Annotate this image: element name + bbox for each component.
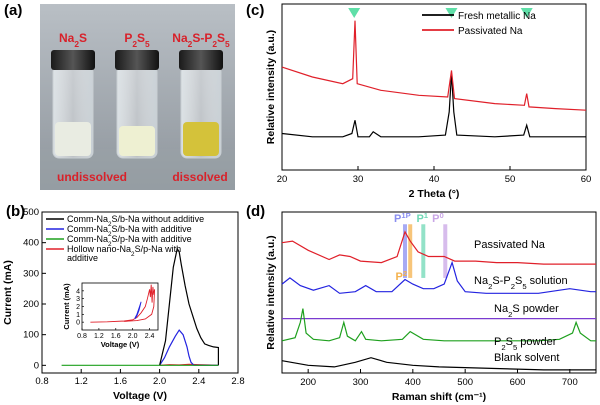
legend-label-c-0: Fresh metallic Na bbox=[458, 11, 536, 22]
x-tick-label-b: 1.6 bbox=[114, 376, 127, 387]
legend-label-b-1: Comm-Na2S/b-Na with additive bbox=[67, 224, 192, 238]
vial-label-na2s-p2s5: Na2S-P2S5 bbox=[172, 31, 230, 49]
x-axis-label-c: 2 Theta (°) bbox=[409, 188, 460, 200]
x-axis-label-b: Voltage (V) bbox=[113, 390, 167, 402]
inset-x-axis-label: Voltage (V) bbox=[101, 340, 140, 349]
inset-y-tick-label: 1 bbox=[76, 312, 80, 319]
vial-label-p2s5: P2S5 bbox=[124, 31, 150, 49]
x-tick-label-d: 700 bbox=[562, 377, 578, 388]
raman-band-label-3: P0 bbox=[432, 211, 444, 226]
inset-series-line-0 bbox=[90, 284, 156, 323]
series-label-d-1: Na2S-P2S5 solution bbox=[474, 275, 568, 291]
legend-label-c-1: Passivated Na bbox=[458, 26, 523, 37]
x-tick-label-b: 2.8 bbox=[231, 376, 244, 387]
series-line-d-4 bbox=[281, 357, 596, 371]
vial-na2s-p2s5 bbox=[179, 50, 223, 159]
status-dissolved: dissolved bbox=[172, 170, 227, 184]
inset-y-tick-label: 4 bbox=[76, 288, 80, 295]
vial-cap bbox=[179, 50, 223, 70]
y-tick-label-b: 500 bbox=[23, 207, 39, 218]
vials-illustration: Na2S P2S5 Na2S-P2S5 undissolved dissolve… bbox=[40, 4, 235, 190]
x-tick-label-b: 2.0 bbox=[153, 376, 166, 387]
inset-frame-b bbox=[81, 282, 159, 331]
x-axis-label-d: Raman shift (cm⁻¹) bbox=[392, 391, 486, 403]
y-axis-label-b: Current (mA) bbox=[2, 260, 14, 325]
raman-band-label-0: P1P bbox=[394, 211, 411, 226]
x-tick-label-c: 20 bbox=[277, 174, 288, 185]
vials-photo: Na2S P2S5 Na2S-P2S5 undissolved dissolve… bbox=[40, 4, 235, 190]
x-tick-label-b: 2.4 bbox=[192, 376, 205, 387]
peak-marker-c-2 bbox=[520, 8, 533, 18]
inset-y-tick-label: 2 bbox=[76, 304, 80, 311]
x-tick-label-d: 200 bbox=[300, 377, 316, 388]
y-axis-label-d: Relative intensity (a.u.) bbox=[265, 235, 277, 349]
chart-d-raman: 200 300 400 500 600 700 Raman shift (cm⁻¹) Rela… bbox=[265, 211, 597, 403]
raman-band-label-1: P2 bbox=[396, 269, 408, 284]
legend-label-b-0: Comm-Na2S/b-Na without additive bbox=[67, 214, 204, 228]
inset-x-tick-label: 0.8 bbox=[77, 333, 87, 340]
raman-band-2 bbox=[421, 224, 426, 278]
raman-band-3 bbox=[443, 224, 448, 278]
series-line-b-1 bbox=[159, 329, 219, 366]
peak-marker-c-0 bbox=[348, 8, 361, 18]
series-line-d-1 bbox=[281, 260, 596, 294]
y-tick-label-b: 400 bbox=[23, 238, 39, 249]
plot-frame-d bbox=[281, 211, 597, 374]
peak-marker-c-1 bbox=[445, 8, 458, 18]
legend-label-b-3: Hollow nano-Na2S/p-Na with bbox=[67, 244, 181, 258]
chart-c-xrd: 20 30 40 50 60 2 Theta (°) Relative intensity … bbox=[265, 3, 592, 200]
inset-series-line-1 bbox=[134, 301, 142, 320]
inset-y-axis-label: Current (mA) bbox=[62, 283, 71, 330]
inset-x-tick-label: 2.0 bbox=[128, 333, 138, 340]
plot-frame-b bbox=[41, 211, 239, 374]
status-undissolved: undissolved bbox=[57, 170, 127, 184]
vial-na2s bbox=[51, 50, 95, 159]
x-tick-label-b: 1.2 bbox=[75, 376, 88, 387]
x-tick-label-b: 0.8 bbox=[35, 376, 48, 387]
y-tick-label-b: 200 bbox=[23, 299, 39, 310]
inset-y-tick-label: 3 bbox=[76, 296, 80, 303]
plot-frame-c bbox=[281, 3, 587, 171]
y-tick-label-b: 0 bbox=[34, 360, 39, 371]
panel-label-b: (b) bbox=[6, 203, 26, 220]
x-tick-label-c: 40 bbox=[429, 174, 440, 185]
x-tick-label-d: 600 bbox=[510, 377, 526, 388]
series-line-c-1 bbox=[281, 20, 587, 111]
x-tick-label-d: 500 bbox=[457, 377, 473, 388]
chart-b-cv: 0.8 1.2 1.6 2.0 2.4 2.8 0 100 200 300 400 500 Voltag… bbox=[2, 207, 245, 402]
vial-p2s5 bbox=[115, 50, 159, 159]
legend-label-b-3-line2: additive bbox=[67, 253, 98, 263]
legend-label-b-2: Comm-Na2S/p-Na with additive bbox=[67, 234, 192, 248]
x-tick-label-c: 50 bbox=[505, 174, 516, 185]
raman-band-label-2: P1 bbox=[416, 211, 428, 226]
inset-x-tick-label: 1.2 bbox=[94, 333, 104, 340]
raman-band-0 bbox=[402, 224, 407, 278]
x-tick-label-d: 400 bbox=[405, 377, 421, 388]
series-label-d-0: Passivated Na bbox=[474, 239, 546, 251]
series-label-d-2: Na2S powder bbox=[494, 303, 559, 319]
panel-label-c: (c) bbox=[246, 2, 265, 19]
series-line-d-0 bbox=[281, 230, 596, 265]
vial-cap bbox=[51, 50, 95, 70]
panel-label-a: (a) bbox=[4, 2, 23, 19]
x-tick-label-c: 60 bbox=[581, 174, 592, 185]
raman-band-1 bbox=[408, 224, 413, 278]
y-tick-label-b: 300 bbox=[23, 268, 39, 279]
series-line-c-0 bbox=[281, 73, 586, 138]
inset-x-tick-label: 1.6 bbox=[111, 333, 121, 340]
series-label-d-3: P2S5 powder bbox=[494, 336, 557, 352]
x-tick-label-d: 300 bbox=[353, 377, 369, 388]
y-axis-label-c: Relative intensity (a.u.) bbox=[265, 30, 277, 144]
series-line-b-0 bbox=[159, 247, 219, 366]
series-label-d-4: Blank solvent bbox=[494, 352, 559, 364]
panel-label-d: (d) bbox=[246, 203, 266, 220]
x-tick-label-c: 30 bbox=[353, 174, 364, 185]
vial-cap bbox=[115, 50, 159, 70]
vial-label-na2s: Na2S bbox=[59, 31, 87, 49]
y-tick-label-b: 100 bbox=[23, 330, 39, 341]
inset-x-tick-label: 2.4 bbox=[145, 333, 155, 340]
series-line-d-3 bbox=[281, 308, 596, 342]
inset-y-tick-label: 0 bbox=[76, 320, 80, 327]
